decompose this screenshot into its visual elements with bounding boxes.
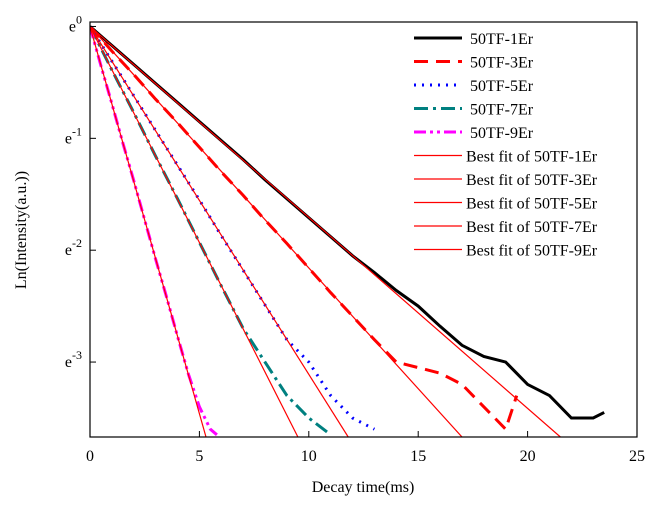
y-tick-label: e-2 [65,236,82,259]
series-line [90,26,463,437]
x-tick-label: 15 [410,448,426,465]
x-axis-label: Decay time(ms) [312,479,415,496]
legend-label: Best fit of 50TF-1Er [466,149,598,166]
legend-label: Best fit of 50TF-3Er [466,172,598,189]
legend-label: 50TF-1Er [470,31,534,48]
series-line [90,25,519,433]
series-line [90,26,218,436]
y-tick-label: e-1 [65,124,82,147]
legend-label: Best fit of 50TF-7Er [466,219,598,236]
x-tick-label: 25 [629,448,645,465]
x-tick-label: 10 [301,448,317,465]
legend-label: 50TF-5Er [470,78,534,95]
legend-label: Best fit of 50TF-5Er [466,196,598,213]
series-line [90,26,299,437]
legend-label: 50TF-9Er [470,125,534,142]
series-line [90,26,349,437]
y-tick-label: e0 [69,12,82,35]
series-line [90,25,332,436]
series-line [90,26,207,437]
legend-label: 50TF-3Er [470,55,534,72]
series-line [90,26,561,437]
x-tick-label: 5 [195,448,203,465]
legend-label: 50TF-7Er [470,102,534,119]
plot-area [90,25,605,437]
legend-label: Best fit of 50TF-9Er [466,243,598,260]
axes-frame [89,21,638,438]
series-line [90,25,376,431]
y-axis-label: Ln(Intensity(a.u.)) [13,171,30,289]
x-tick-label: 0 [86,448,94,465]
x-tick-label: 20 [520,448,536,465]
y-tick-label: e-3 [65,348,82,371]
